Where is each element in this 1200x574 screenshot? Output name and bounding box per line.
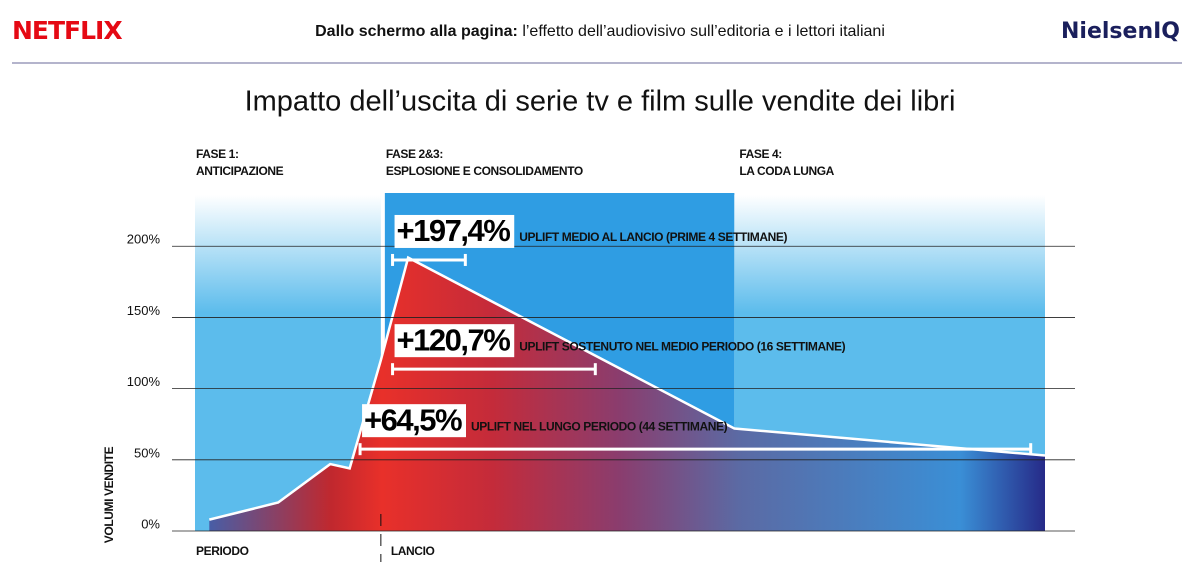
uplift-value: +64,5% — [364, 402, 462, 437]
y-tick-label: 200% — [127, 232, 161, 247]
phase-title: FASE 1: — [196, 147, 239, 161]
uplift-text: UPLIFT SOSTENUTO NEL MEDIO PERIODO (16 S… — [519, 339, 845, 353]
uplift-text: UPLIFT MEDIO AL LANCIO (PRIME 4 SETTIMAN… — [519, 230, 787, 244]
y-axis-label: VOLUMI VENDITE — [102, 446, 116, 543]
uplift-box — [362, 404, 466, 438]
phase-title: FASE 2&3: — [386, 147, 443, 161]
y-tick-label: 50% — [134, 445, 160, 460]
chart-title: Impatto dell’uscita di serie tv e film s… — [245, 86, 956, 118]
uplift-value: +197,4% — [397, 213, 511, 248]
header-subtitle: Dallo schermo alla pagina: l’effetto del… — [315, 23, 885, 40]
phase-subtitle: LA CODA LUNGA — [739, 164, 834, 178]
uplift-text: UPLIFT NEL LUNGO PERIODO (44 SETTIMANE) — [471, 419, 728, 433]
uplift-box — [394, 324, 515, 358]
phase-subtitle: ESPLOSIONE E CONSOLIDAMENTO — [386, 164, 583, 178]
phase-subtitle: ANTICIPAZIONE — [196, 164, 284, 178]
y-tick-label: 0% — [141, 516, 160, 531]
uplift-box — [394, 214, 515, 248]
uplift-value: +120,7% — [397, 322, 511, 357]
y-tick-label: 150% — [127, 303, 161, 318]
logo-right: NielsenIQ — [1061, 19, 1180, 44]
launch-label: LANCIO — [391, 544, 435, 558]
y-tick-label: 100% — [127, 374, 161, 389]
logo-left: NETFLIX — [12, 16, 122, 45]
phase-title: FASE 4: — [739, 147, 782, 161]
x-axis-label: PERIODO — [196, 544, 249, 558]
